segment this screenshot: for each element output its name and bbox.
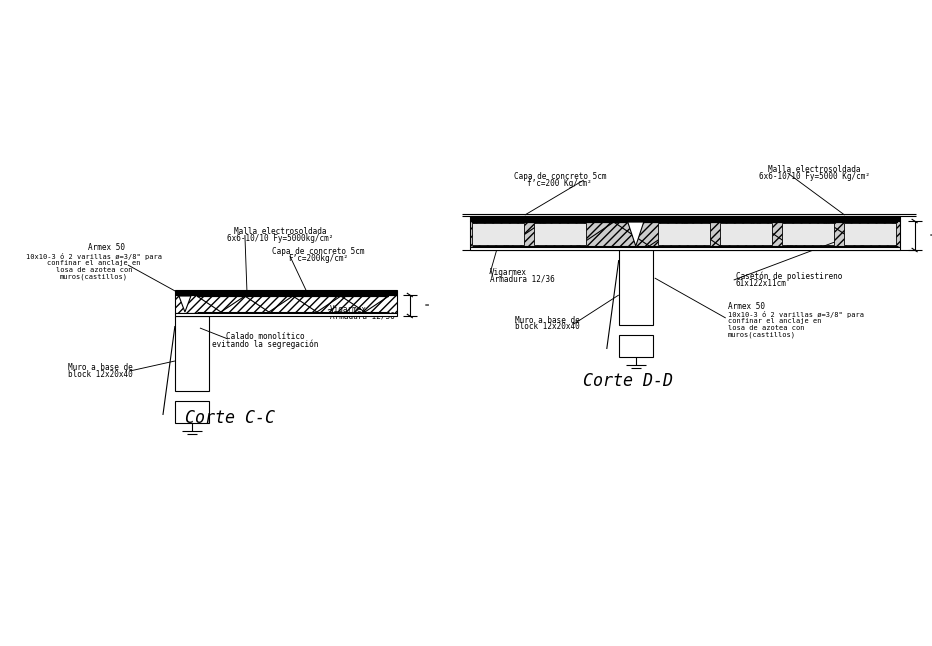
Bar <box>470 247 899 250</box>
Text: Vigarmex: Vigarmex <box>490 267 527 276</box>
Text: =: = <box>929 233 932 238</box>
Text: confinar el anclaje en: confinar el anclaje en <box>728 318 821 324</box>
Polygon shape <box>179 296 191 312</box>
Text: Armadura 12/36: Armadura 12/36 <box>330 311 394 320</box>
Text: Muro a base de: Muro a base de <box>515 315 580 324</box>
Bar <box>175 313 397 316</box>
Text: 6x6-10/10 Fy=5000 Kg/cm²: 6x6-10/10 Fy=5000 Kg/cm² <box>760 172 870 181</box>
Text: Capa de concreto 5cm: Capa de concreto 5cm <box>514 172 606 181</box>
Text: block 12x20x40: block 12x20x40 <box>515 322 580 331</box>
Text: 10x10-3 ó 2 varillas ø=3/8" para: 10x10-3 ó 2 varillas ø=3/8" para <box>728 311 864 317</box>
Text: muros(castillos): muros(castillos) <box>60 274 128 280</box>
Text: block 12x20x40: block 12x20x40 <box>68 370 132 379</box>
Text: muros(castillos): muros(castillos) <box>728 332 796 339</box>
Text: evitando la segregación: evitando la segregación <box>212 339 318 349</box>
Bar <box>472 223 524 245</box>
Text: confinar el anclaje en: confinar el anclaje en <box>48 260 141 266</box>
Text: F’c=200kg/cm²: F’c=200kg/cm² <box>288 253 348 262</box>
Text: Corte C-C: Corte C-C <box>185 409 275 427</box>
Text: Casetón de poliestireno: Casetón de poliestireno <box>735 271 843 281</box>
Text: Armex 50: Armex 50 <box>89 242 126 251</box>
Text: Muro a base de: Muro a base de <box>68 364 132 373</box>
Text: Armex 50: Armex 50 <box>728 302 764 311</box>
Text: Corte D-D: Corte D-D <box>582 372 673 390</box>
Text: Armadura 12/36: Armadura 12/36 <box>490 275 555 284</box>
Text: Calado monolítico: Calado monolítico <box>226 333 304 342</box>
Bar <box>470 216 899 221</box>
Bar <box>720 223 772 245</box>
Text: f’c=200 Kg/cm²: f’c=200 Kg/cm² <box>528 178 592 187</box>
Bar <box>658 223 709 245</box>
Bar <box>782 223 833 245</box>
Bar <box>843 223 896 245</box>
Text: =: = <box>425 302 429 309</box>
Text: 6x6-10/10 Fy=5000kg/cm²: 6x6-10/10 Fy=5000kg/cm² <box>226 234 333 242</box>
Bar <box>470 221 899 247</box>
Bar <box>175 290 397 295</box>
Text: 61x122x11cm: 61x122x11cm <box>735 278 787 287</box>
Bar <box>175 316 209 391</box>
Bar <box>619 250 652 325</box>
Bar <box>175 401 209 423</box>
Text: Malla electrosoldada: Malla electrosoldada <box>234 227 326 236</box>
Text: Vigarmex: Vigarmex <box>330 304 367 313</box>
Polygon shape <box>628 222 644 246</box>
Text: Malla electrosoldada: Malla electrosoldada <box>768 165 861 174</box>
Text: losa de azotea con: losa de azotea con <box>728 325 804 331</box>
Text: 10x10-3 ó 2 varillas ø=3/8" para: 10x10-3 ó 2 varillas ø=3/8" para <box>26 253 162 260</box>
Text: losa de azotea con: losa de azotea con <box>56 267 132 273</box>
Bar <box>619 335 652 357</box>
Text: Capa de concreto 5cm: Capa de concreto 5cm <box>271 247 364 256</box>
Bar <box>175 295 397 313</box>
Bar <box>534 223 585 245</box>
